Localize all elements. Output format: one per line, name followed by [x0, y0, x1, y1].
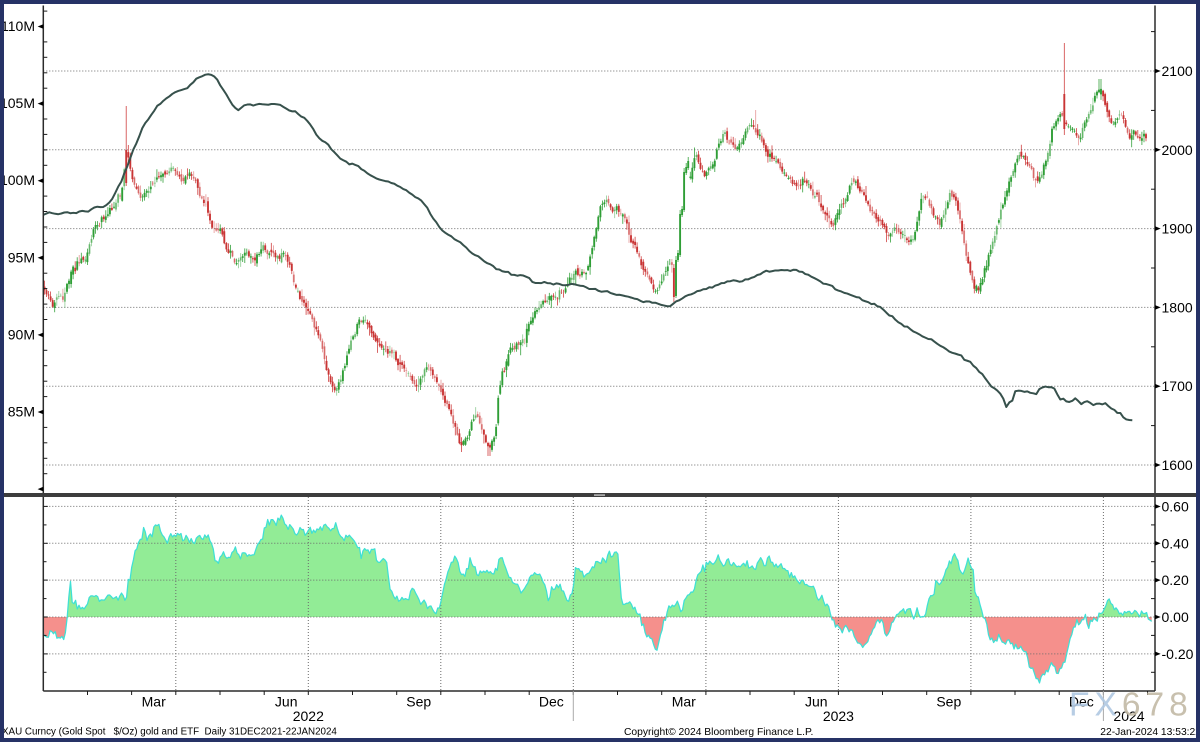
svg-text:Mar: Mar	[672, 694, 696, 710]
svg-text:0.20: 0.20	[1162, 572, 1189, 588]
svg-text:1600: 1600	[1162, 457, 1193, 473]
svg-text:2022: 2022	[293, 708, 324, 724]
svg-text:110M: 110M	[1, 18, 35, 34]
svg-text:Sep: Sep	[936, 694, 961, 710]
svg-text:Copyright© 2024 Bloomberg Fina: Copyright© 2024 Bloomberg Finance L.P.	[624, 727, 813, 738]
svg-text:Jun: Jun	[275, 694, 298, 710]
svg-text:-0.20: -0.20	[1162, 646, 1194, 662]
svg-text:22-Jan-2024 13:53:22: 22-Jan-2024 13:53:22	[1100, 727, 1200, 738]
svg-text:2024: 2024	[1113, 708, 1144, 724]
svg-text:1900: 1900	[1162, 221, 1193, 237]
svg-text:105M: 105M	[0, 95, 35, 111]
svg-text:0.40: 0.40	[1162, 535, 1189, 551]
svg-text:100M: 100M	[0, 172, 35, 188]
svg-text:0.00: 0.00	[1162, 609, 1189, 625]
svg-text:85M: 85M	[8, 404, 35, 420]
svg-text:1700: 1700	[1162, 378, 1193, 394]
svg-text:2100: 2100	[1162, 63, 1193, 79]
svg-text:Dec: Dec	[539, 694, 564, 710]
svg-text:2023: 2023	[823, 708, 854, 724]
svg-text:Sep: Sep	[406, 694, 431, 710]
svg-text:1800: 1800	[1162, 299, 1193, 315]
svg-text:Dec: Dec	[1069, 694, 1094, 710]
svg-text:FX678: FX678	[1069, 687, 1193, 724]
svg-text:Jun: Jun	[805, 694, 828, 710]
svg-text:XAU Curncy (Gold Spot $/Oz): XAU Curncy (Gold Spot $/Oz) gold and ETF…	[2, 727, 337, 738]
svg-text:0.60: 0.60	[1162, 498, 1189, 514]
svg-text:95M: 95M	[8, 249, 35, 265]
svg-text:90M: 90M	[8, 326, 35, 342]
svg-text:2000: 2000	[1162, 142, 1193, 158]
svg-text:Mar: Mar	[142, 694, 166, 710]
